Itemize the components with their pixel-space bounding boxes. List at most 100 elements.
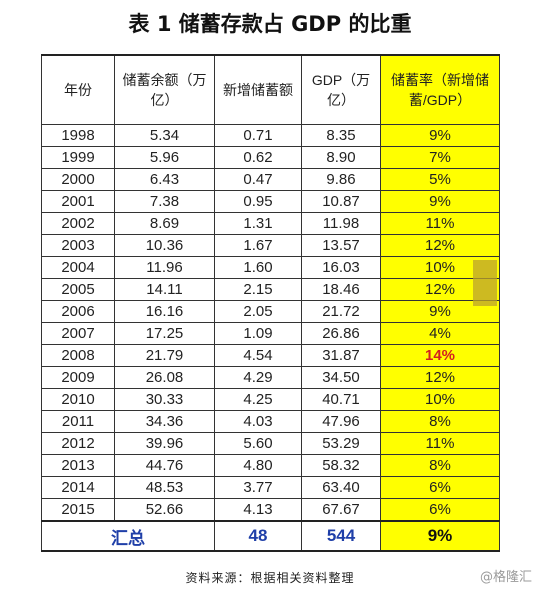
table-row: 2003 10.36 1.67 13.57 12% [41,234,500,257]
cell-gdp: 16.03 [301,256,381,279]
cell-new-savings: 2.05 [214,300,302,323]
cell-gdp: 9.86 [301,168,381,191]
cell-gdp: 8.35 [301,124,381,147]
table-row: 2000 6.43 0.47 9.86 5% [41,168,500,191]
cell-new-savings: 0.47 [214,168,302,191]
cell-savings: 11.96 [114,256,215,279]
cell-gdp: 58.32 [301,454,381,477]
cell-rate: 7% [380,146,500,169]
cell-year: 1999 [41,146,115,169]
cell-year: 2008 [41,344,115,367]
cell-new-savings: 4.13 [214,498,302,522]
cell-new-savings: 4.29 [214,366,302,389]
cell-new-savings: 0.71 [214,124,302,147]
cell-new-savings: 4.03 [214,410,302,433]
cell-gdp: 18.46 [301,278,381,301]
header-new-savings: 新增储蓄额 [214,54,302,125]
cell-gdp: 53.29 [301,432,381,455]
cell-year: 2009 [41,366,115,389]
table-row: 2012 39.96 5.60 53.29 11% [41,432,500,455]
total-new-savings: 48 [214,520,302,552]
cell-new-savings: 1.67 [214,234,302,257]
cell-year: 2004 [41,256,115,279]
table-row: 2010 30.33 4.25 40.71 10% [41,388,500,411]
cell-year: 2007 [41,322,115,345]
cell-rate: 9% [380,190,500,213]
table-row: 2002 8.69 1.31 11.98 11% [41,212,500,235]
table-total-row: 汇总 48 544 9% [41,520,500,552]
cell-rate: 12% [380,366,500,389]
table-row: 2006 16.16 2.05 21.72 9% [41,300,500,323]
cell-year: 2006 [41,300,115,323]
header-savings: 储蓄余额（万亿） [114,54,215,125]
cell-new-savings: 3.77 [214,476,302,499]
cell-new-savings: 0.62 [214,146,302,169]
cell-rate: 11% [380,432,500,455]
cell-gdp: 31.87 [301,344,381,367]
table-row: 1999 5.96 0.62 8.90 7% [41,146,500,169]
cell-year: 2005 [41,278,115,301]
cell-gdp: 8.90 [301,146,381,169]
total-gdp: 544 [301,520,381,552]
cell-new-savings: 4.25 [214,388,302,411]
table-row: 2015 52.66 4.13 67.67 6% [41,498,500,522]
cell-rate: 5% [380,168,500,191]
header-year: 年份 [41,54,115,125]
cell-savings: 14.11 [114,278,215,301]
cell-rate: 12% [380,234,500,257]
cell-gdp: 21.72 [301,300,381,323]
total-label: 汇总 [41,520,215,552]
table-row: 2011 34.36 4.03 47.96 8% [41,410,500,433]
cell-savings: 26.08 [114,366,215,389]
cell-gdp: 40.71 [301,388,381,411]
cell-gdp: 67.67 [301,498,381,522]
cell-savings: 6.43 [114,168,215,191]
cell-savings: 8.69 [114,212,215,235]
cell-year: 2002 [41,212,115,235]
overlay-marker [473,260,497,306]
cell-year: 2015 [41,498,115,522]
cell-savings: 21.79 [114,344,215,367]
table-row: 2004 11.96 1.60 16.03 10% [41,256,500,279]
cell-new-savings: 5.60 [214,432,302,455]
cell-rate: 6% [380,476,500,499]
cell-year: 2012 [41,432,115,455]
cell-new-savings: 4.80 [214,454,302,477]
cell-year: 2014 [41,476,115,499]
cell-savings: 5.34 [114,124,215,147]
cell-gdp: 13.57 [301,234,381,257]
header-gdp: GDP（万亿） [301,54,381,125]
cell-rate: 8% [380,410,500,433]
table-row: 1998 5.34 0.71 8.35 9% [41,124,500,147]
watermark: @格隆汇 [479,570,532,585]
cell-rate: 11% [380,212,500,235]
cell-gdp: 11.98 [301,212,381,235]
page-title: 表 1 储蓄存款占 GDP 的比重 [128,12,412,36]
cell-savings: 44.76 [114,454,215,477]
cell-savings: 10.36 [114,234,215,257]
cell-gdp: 34.50 [301,366,381,389]
cell-new-savings: 0.95 [214,190,302,213]
cell-rate: 9% [380,300,500,323]
cell-gdp: 10.87 [301,190,381,213]
cell-rate: 10% [380,388,500,411]
cell-savings: 34.36 [114,410,215,433]
cell-year: 2003 [41,234,115,257]
table-row: 2009 26.08 4.29 34.50 12% [41,366,500,389]
cell-new-savings: 1.31 [214,212,302,235]
cell-rate: 10% [380,256,500,279]
cell-year: 1998 [41,124,115,147]
cell-new-savings: 1.60 [214,256,302,279]
cell-rate: 6% [380,498,500,522]
table-row: 2013 44.76 4.80 58.32 8% [41,454,500,477]
cell-savings: 52.66 [114,498,215,522]
cell-year: 2000 [41,168,115,191]
cell-gdp: 63.40 [301,476,381,499]
cell-new-savings: 2.15 [214,278,302,301]
source-note: 资料来源：根据相关资料整理 [185,571,355,585]
cell-savings: 7.38 [114,190,215,213]
table-row: 2005 14.11 2.15 18.46 12% [41,278,500,301]
savings-gdp-table: 年份 储蓄余额（万亿） 新增储蓄额 GDP（万亿） 储蓄率（新增储蓄/GDP） … [41,54,500,552]
cell-rate: 12% [380,278,500,301]
table-row: 2014 48.53 3.77 63.40 6% [41,476,500,499]
